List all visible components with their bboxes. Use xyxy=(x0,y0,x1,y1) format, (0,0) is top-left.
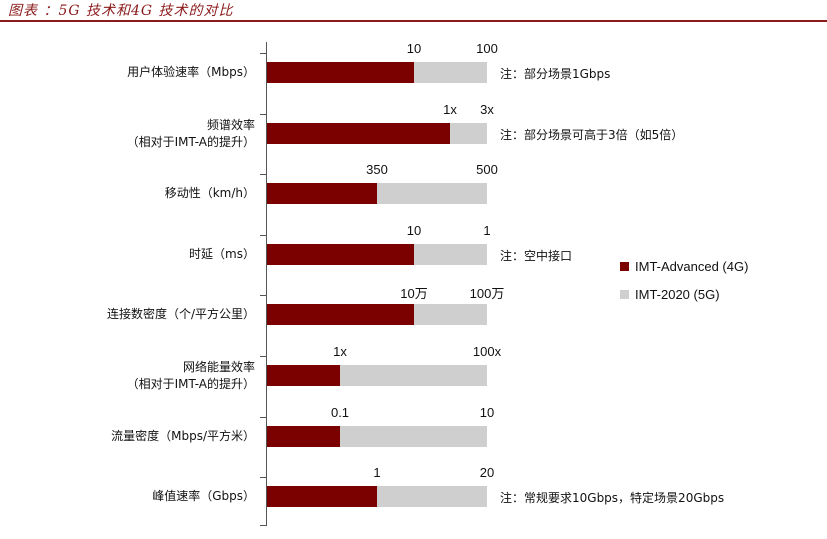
category-label: 用户体验速率（Mbps） xyxy=(127,64,255,81)
data-label-5g: 100万 xyxy=(469,286,505,301)
category-label: 峰值速率（Gbps） xyxy=(152,488,255,505)
bar-4g xyxy=(267,62,414,83)
data-label-4g: 10 xyxy=(406,223,422,238)
category-label-line: 峰值速率（Gbps） xyxy=(152,489,255,503)
data-label-5g: 10 xyxy=(479,405,495,420)
annotation-note: 注：空中接口 xyxy=(500,249,573,263)
category-label-line: 移动性（km/h） xyxy=(164,186,255,200)
axis-tick xyxy=(260,525,266,526)
category-label: 流量密度（Mbps/平方米） xyxy=(111,428,255,445)
category-label-line: （相对于IMT-A的提升） xyxy=(126,135,255,149)
data-label-4g: 10 xyxy=(406,41,422,56)
data-label-4g: 1x xyxy=(333,344,347,359)
axis-tick xyxy=(260,235,266,236)
bar-4g xyxy=(267,426,340,447)
data-label-5g: 20 xyxy=(479,465,495,480)
data-label-5g: 500 xyxy=(476,162,498,177)
data-label-5g: 100x xyxy=(472,344,502,359)
category-label: 连接数密度（个/平方公里） xyxy=(107,306,255,323)
legend-label: IMT-Advanced (4G) xyxy=(635,259,749,274)
axis-tick xyxy=(260,114,266,115)
data-label-4g: 1x xyxy=(443,102,457,117)
axis-tick xyxy=(260,295,266,296)
legend-swatch xyxy=(620,262,629,271)
bar-4g xyxy=(267,123,450,144)
bar-4g xyxy=(267,365,340,386)
bar-4g xyxy=(267,183,377,204)
legend-item: IMT-2020 (5G) xyxy=(620,287,720,302)
legend-item: IMT-Advanced (4G) xyxy=(620,259,748,274)
bar-4g xyxy=(267,486,377,507)
category-label-line: （相对于IMT-A的提升） xyxy=(126,377,255,391)
annotation-note: 注：部分场景1Gbps xyxy=(500,67,611,81)
axis-tick xyxy=(260,174,266,175)
annotation-note: 注：常规要求10Gbps，特定场景20Gbps xyxy=(500,491,725,505)
legend-swatch xyxy=(620,290,629,299)
data-label-4g: 1 xyxy=(373,465,381,480)
axis-tick xyxy=(260,417,266,418)
category-label: 时延（ms） xyxy=(189,246,255,263)
category-label-line: 流量密度（Mbps/平方米） xyxy=(111,429,255,443)
category-label: 网络能量效率 （相对于IMT-A的提升） xyxy=(127,359,255,393)
axis-tick xyxy=(260,53,266,54)
category-label-line: 频谱效率 xyxy=(206,118,255,132)
title-rule xyxy=(0,20,827,22)
category-label-line: 连接数密度（个/平方公里） xyxy=(106,307,255,321)
data-label-4g: 350 xyxy=(366,162,388,177)
data-label-5g: 100 xyxy=(476,41,498,56)
category-axis xyxy=(266,42,267,526)
legend-label: IMT-2020 (5G) xyxy=(635,287,720,302)
category-label-line: 网络能量效率 xyxy=(182,360,255,374)
category-label-line: 时延（ms） xyxy=(189,247,255,261)
bar-4g xyxy=(267,304,414,325)
axis-tick xyxy=(260,356,266,357)
data-label-4g: 10万 xyxy=(400,286,428,301)
category-label: 移动性（km/h） xyxy=(165,185,255,202)
category-label: 频谱效率 （相对于IMT-A的提升） xyxy=(127,117,255,151)
axis-tick xyxy=(260,477,266,478)
category-label-line: 用户体验速率（Mbps） xyxy=(127,65,255,79)
annotation-note: 注：部分场景可高于3倍（如5倍） xyxy=(500,128,684,142)
data-label-5g: 3x xyxy=(480,102,494,117)
data-label-4g: 0.1 xyxy=(330,405,350,420)
figure-title: 图表 ：5G 技术和4G 技术的对比 xyxy=(8,3,234,19)
data-label-5g: 1 xyxy=(483,223,491,238)
bar-4g xyxy=(267,244,414,265)
